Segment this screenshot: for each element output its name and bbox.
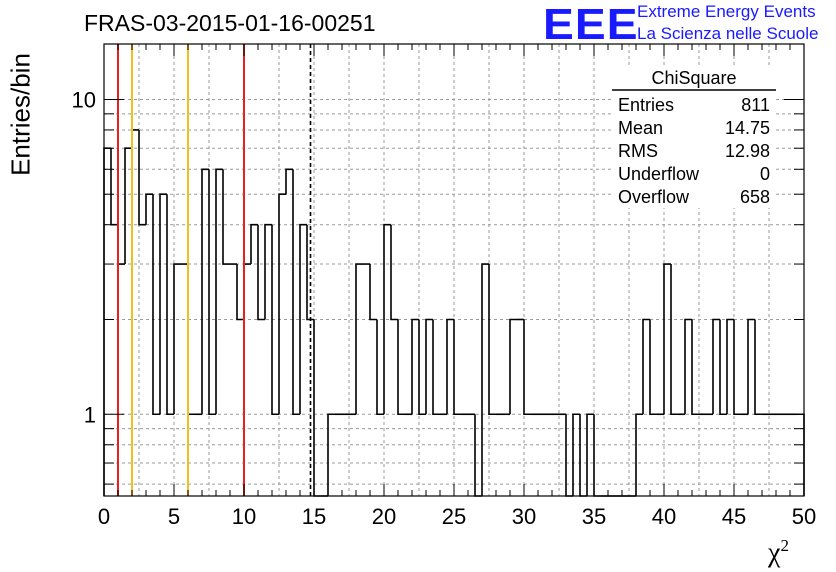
histogram-bin <box>173 263 181 415</box>
x-axis-label: χ2 <box>768 536 789 569</box>
x-tick-label: 5 <box>168 504 180 529</box>
histogram-bin <box>642 318 650 415</box>
reference-lines <box>117 44 312 496</box>
histogram-bin <box>166 194 174 416</box>
y-axis-label: Entries/bin <box>5 53 36 176</box>
histogram-bin <box>572 413 580 496</box>
histogram-bin <box>159 193 167 415</box>
chart-title: FRAS-03-2015-01-16-00251 <box>84 10 376 36</box>
histogram-bin <box>285 168 293 195</box>
histogram-bin <box>355 263 363 415</box>
histogram-bin <box>103 147 111 496</box>
x-tick-label: 0 <box>98 504 110 529</box>
x-tick-label: 35 <box>582 504 606 529</box>
histogram-bin <box>313 319 321 497</box>
histogram-bin <box>397 319 405 416</box>
histogram-bin <box>691 319 699 416</box>
x-axis-label-symbol: χ <box>768 537 781 569</box>
axis-ticks: 0 5 10 15 20 25 30 35 40 45 50 1 10 <box>72 44 816 529</box>
stats-row-label: Overflow <box>618 187 690 207</box>
histogram-bin <box>187 264 195 416</box>
histogram-bin <box>110 148 118 226</box>
histogram-bin <box>292 169 300 416</box>
histogram-bin <box>257 224 265 321</box>
stats-row-value: 14.75 <box>725 118 770 138</box>
histogram-bin <box>747 318 755 415</box>
histogram-bin <box>733 319 741 416</box>
histogram-bin <box>635 413 643 496</box>
histogram-bin <box>250 223 258 265</box>
histogram-bin <box>131 129 139 149</box>
histogram-bin <box>264 223 272 320</box>
histogram-bin <box>649 319 657 416</box>
histogram-bin <box>278 193 286 415</box>
stats-row-label: RMS <box>618 141 658 161</box>
histogram-bin <box>201 168 209 415</box>
logo-line2: La Scienza nelle Scuole <box>637 24 819 43</box>
histogram-bin <box>432 319 440 416</box>
histogram-bin <box>418 319 426 416</box>
histogram-bin <box>390 224 398 321</box>
x-tick-label: 15 <box>302 504 326 529</box>
stats-box: ChiSquare Entries 811 Mean 14.75 RMS 12.98 Unde… <box>612 66 776 208</box>
x-tick-label: 50 <box>792 504 816 529</box>
stats-row-value: 658 <box>740 187 770 207</box>
histogram-bin <box>586 413 594 496</box>
x-tick-label: 30 <box>512 504 536 529</box>
histogram-bin <box>138 129 146 226</box>
histogram-bin <box>376 319 384 416</box>
x-tick-label: 25 <box>442 504 466 529</box>
histogram-bin <box>726 318 734 415</box>
histogram-bin <box>509 318 517 415</box>
histogram-bin <box>152 194 160 416</box>
histogram-bin <box>481 263 489 496</box>
histogram-bin <box>243 263 251 320</box>
histogram-bin <box>411 318 419 415</box>
histogram-bin <box>271 224 279 416</box>
stats-title: ChiSquare <box>651 68 736 88</box>
histogram-bin <box>663 263 671 415</box>
histogram-bin <box>670 264 678 416</box>
histogram-bin <box>145 193 153 225</box>
stats-row-label: Entries <box>618 95 674 115</box>
histogram-bin <box>712 318 720 415</box>
histogram-bin <box>446 318 454 415</box>
x-tick-label: 10 <box>232 504 256 529</box>
histogram-bin <box>299 223 307 415</box>
histogram-bin <box>425 318 433 415</box>
histogram-bin <box>453 319 461 416</box>
histogram-bin <box>754 319 762 416</box>
histogram-bin <box>488 264 496 416</box>
y-tick-label: 1 <box>84 402 96 427</box>
histogram-bars <box>103 129 805 497</box>
histogram-bin <box>222 169 230 265</box>
x-tick-label: 45 <box>722 504 746 529</box>
histogram-bin <box>327 413 335 496</box>
histogram-bin <box>236 264 244 321</box>
x-tick-label: 40 <box>652 504 676 529</box>
histogram-bin <box>208 169 216 416</box>
histogram-bin <box>369 264 377 321</box>
stats-row-value: 0 <box>760 164 770 184</box>
x-axis-label-exponent: 2 <box>780 536 789 555</box>
histogram-bin <box>684 318 692 415</box>
stats-row-value: 811 <box>741 95 770 115</box>
x-tick-label: 20 <box>372 504 396 529</box>
histogram-bin <box>215 168 223 415</box>
stats-row-label: Mean <box>618 118 663 138</box>
logo-line1: Extreme Energy Events <box>637 2 816 21</box>
y-tick-label: 10 <box>72 87 96 112</box>
stats-row-label: Underflow <box>618 164 700 184</box>
histogram-bin <box>306 224 314 321</box>
eee-logo: EEE <box>543 0 639 49</box>
histogram-bin <box>719 319 727 416</box>
histogram-bin <box>523 319 531 416</box>
stats-row-value: 12.98 <box>725 141 770 161</box>
histogram-bin <box>124 147 132 265</box>
histogram-bin <box>383 223 391 415</box>
histogram-bin <box>117 224 125 265</box>
